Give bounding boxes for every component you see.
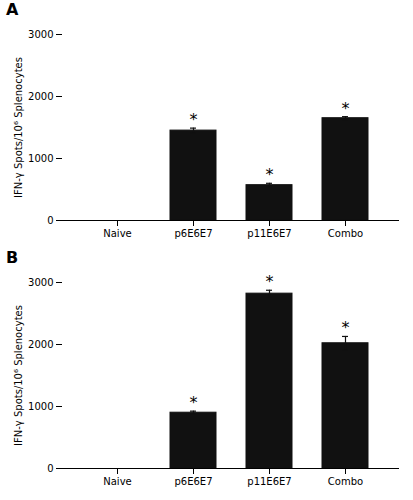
svg-text:IFN-γ Spots/10⁶ Splenocytes: IFN-γ Spots/10⁶ Splenocytes xyxy=(13,305,24,446)
svg-text:*: * xyxy=(190,393,198,412)
svg-text:2000: 2000 xyxy=(28,339,53,350)
svg-text:Combo: Combo xyxy=(328,228,363,239)
svg-text:0: 0 xyxy=(47,463,53,474)
svg-text:*: * xyxy=(342,318,350,337)
svg-text:1000: 1000 xyxy=(28,401,53,412)
svg-text:*: * xyxy=(190,110,198,129)
svg-text:3000: 3000 xyxy=(28,277,53,288)
svg-text:Combo: Combo xyxy=(328,476,363,487)
svg-text:p11E6E7: p11E6E7 xyxy=(247,476,291,487)
svg-text:*: * xyxy=(266,272,274,291)
svg-text:IFN-γ Spots/10⁶ Splenocytes: IFN-γ Spots/10⁶ Splenocytes xyxy=(13,57,24,198)
html-text:A: A xyxy=(6,0,19,19)
html-text:B: B xyxy=(6,248,19,267)
svg-text:2000: 2000 xyxy=(28,91,53,102)
svg-text:p6E6E7: p6E6E7 xyxy=(174,228,212,239)
svg-text:*: * xyxy=(342,99,350,118)
svg-text:*: * xyxy=(266,165,274,184)
svg-text:Naive: Naive xyxy=(103,228,131,239)
svg-text:p6E6E7: p6E6E7 xyxy=(174,476,212,487)
svg-text:p11E6E7: p11E6E7 xyxy=(247,228,291,239)
svg-text:0: 0 xyxy=(47,215,53,226)
svg-text:Naive: Naive xyxy=(103,476,131,487)
svg-text:1000: 1000 xyxy=(28,153,53,164)
svg-text:3000: 3000 xyxy=(28,29,53,40)
